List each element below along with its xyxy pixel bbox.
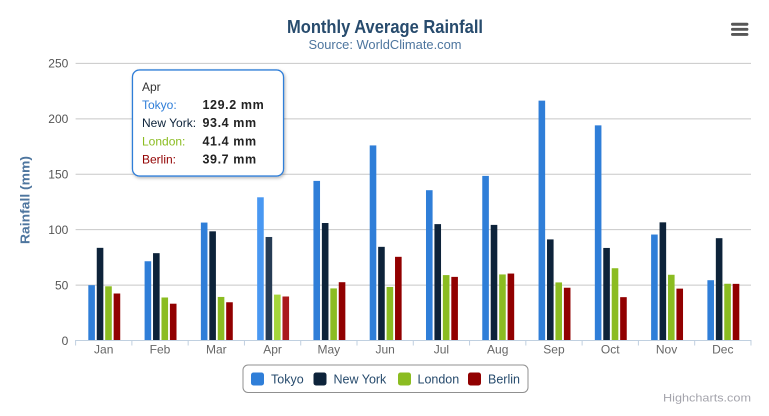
svg-text:London:: London: [142,134,185,148]
svg-text:Dec: Dec [712,343,733,357]
svg-text:Jul: Jul [434,343,449,357]
svg-text:Feb: Feb [150,343,171,357]
svg-text:150: 150 [48,168,68,182]
svg-text:Mar: Mar [206,343,227,357]
svg-text:Rainfall (mm): Rainfall (mm) [18,156,33,244]
svg-text:Source: WorldClimate.com: Source: WorldClimate.com [309,37,462,52]
svg-text:39.7 mm: 39.7 mm [203,153,257,167]
svg-text:Nov: Nov [656,343,677,357]
svg-text:93.4 mm: 93.4 mm [203,116,257,130]
svg-text:Jun: Jun [375,343,394,357]
svg-text:0: 0 [62,334,69,348]
svg-text:Berlin: Berlin [488,372,520,386]
svg-text:Tokyo: Tokyo [271,372,304,386]
svg-text:50: 50 [55,278,69,292]
svg-text:New York:: New York: [142,116,196,130]
svg-text:250: 250 [48,57,68,71]
svg-text:Tokyo:: Tokyo: [142,98,177,112]
svg-text:200: 200 [48,112,68,126]
svg-text:Apr: Apr [263,343,282,357]
svg-text:129.2 mm: 129.2 mm [203,98,265,112]
svg-text:Sep: Sep [543,343,565,357]
svg-text:Jan: Jan [94,343,113,357]
svg-text:May: May [318,343,341,357]
svg-text:Highcharts.com: Highcharts.com [663,393,751,405]
svg-text:London: London [418,372,460,386]
svg-text:41.4 mm: 41.4 mm [203,134,257,148]
svg-text:100: 100 [48,223,68,237]
svg-text:New York: New York [334,372,388,386]
svg-text:Monthly Average Rainfall: Monthly Average Rainfall [287,17,483,37]
svg-text:Berlin:: Berlin: [142,153,176,167]
svg-text:Aug: Aug [487,343,508,357]
svg-text:Apr: Apr [142,80,161,94]
svg-text:Oct: Oct [601,343,620,357]
